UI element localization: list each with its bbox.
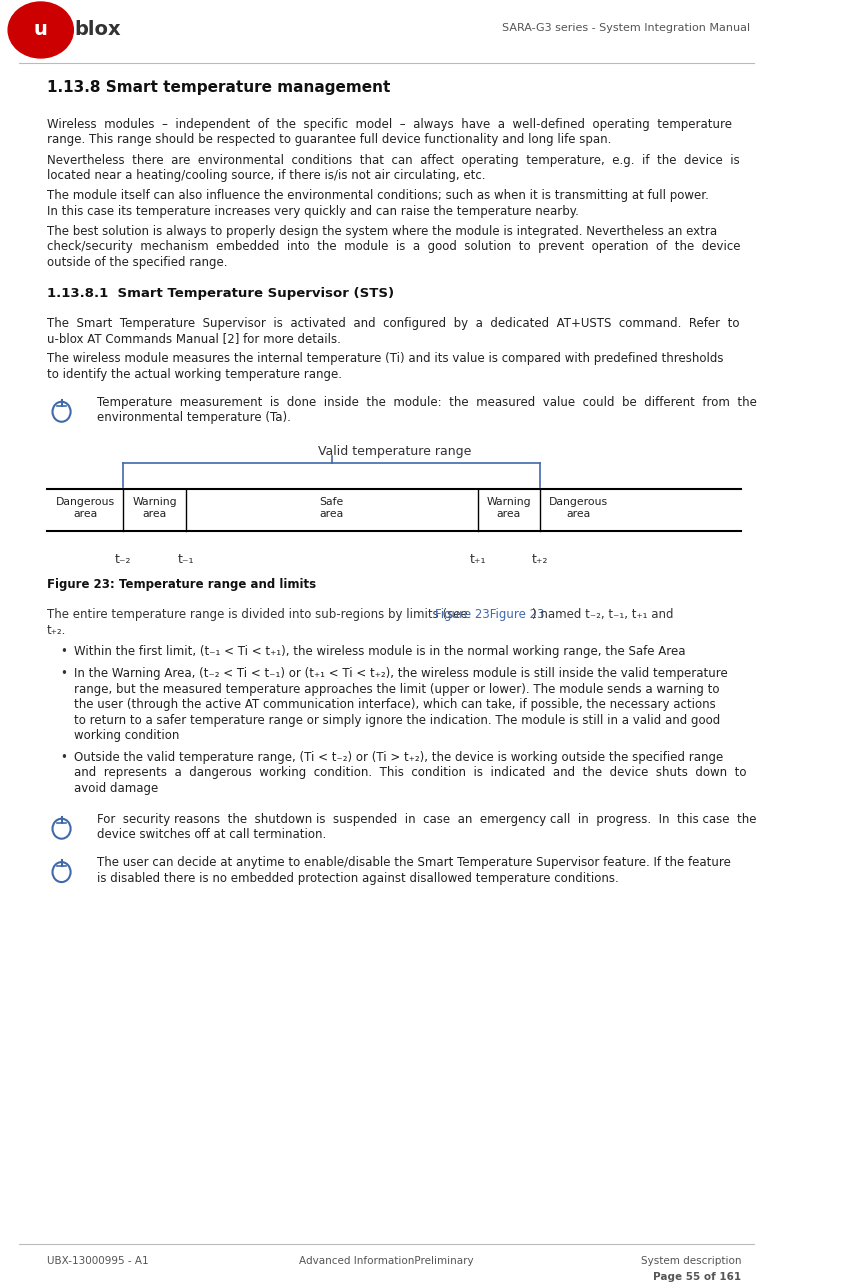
Text: located near a heating/cooling source, if there is/is not air circulating, etc.: located near a heating/cooling source, i… (47, 170, 485, 182)
Text: The best solution is always to properly design the system where the module is in: The best solution is always to properly … (47, 225, 717, 238)
Text: to identify the actual working temperature range.: to identify the actual working temperatu… (47, 368, 342, 380)
Ellipse shape (9, 3, 73, 58)
Text: outside of the specified range.: outside of the specified range. (47, 256, 227, 269)
Text: and  represents  a  dangerous  working  condition.  This  condition  is  indicat: and represents a dangerous working condi… (74, 766, 746, 779)
Text: SARA-G3 series - System Integration Manual: SARA-G3 series - System Integration Manu… (502, 23, 750, 33)
Text: Safe
area: Safe area (319, 497, 344, 519)
Text: System description: System description (640, 1257, 740, 1266)
Text: t₋₁: t₋₁ (177, 554, 194, 567)
Text: t₊₂: t₊₂ (531, 554, 548, 567)
Text: is disabled there is no embedded protection against disallowed temperature condi: is disabled there is no embedded protect… (96, 871, 618, 884)
Text: The entire temperature range is divided into sub-regions by limits (see: The entire temperature range is divided … (47, 608, 471, 621)
Text: The  Smart  Temperature  Supervisor  is  activated  and  configured  by  a  dedi: The Smart Temperature Supervisor is acti… (47, 317, 739, 330)
Text: t₋₂: t₋₂ (115, 554, 131, 567)
Text: Nevertheless  there  are  environmental  conditions  that  can  affect  operatin: Nevertheless there are environmental con… (47, 154, 739, 167)
Text: For  security reasons  the  shutdown is  suspended  in  case  an  emergency call: For security reasons the shutdown is sus… (96, 812, 756, 826)
Text: In this case its temperature increases very quickly and can raise the temperatur: In this case its temperature increases v… (47, 204, 578, 217)
Text: range. This range should be respected to guarantee full device functionality and: range. This range should be respected to… (47, 134, 611, 146)
Text: Within the first limit, (t₋₁ < Ti < t₊₁), the wireless module is in the normal w: Within the first limit, (t₋₁ < Ti < t₊₁)… (74, 645, 685, 658)
Text: t₊₂.: t₊₂. (47, 623, 67, 637)
Text: t₊₁: t₊₁ (469, 554, 485, 567)
Text: to return to a safer temperature range or simply ignore the indication. The modu: to return to a safer temperature range o… (74, 713, 720, 726)
Text: Dangerous
area: Dangerous area (548, 497, 607, 519)
Text: The module itself can also influence the environmental conditions; such as when : The module itself can also influence the… (47, 189, 708, 202)
Text: avoid damage: avoid damage (74, 781, 159, 794)
Text: u-blox AT Commands Manual [2] for more details.: u-blox AT Commands Manual [2] for more d… (47, 333, 340, 346)
Text: Figure 23: Temperature range and limits: Figure 23: Temperature range and limits (47, 578, 316, 591)
Text: Page 55 of 161: Page 55 of 161 (653, 1272, 740, 1282)
Text: check/security  mechanism  embedded  into  the  module  is  a  good  solution  t: check/security mechanism embedded into t… (47, 240, 740, 253)
Text: device switches off at call termination.: device switches off at call termination. (96, 829, 326, 842)
Text: environmental temperature (Ta).: environmental temperature (Ta). (96, 411, 290, 424)
Text: Wireless  modules  –  independent  of  the  specific  model  –  always  have  a : Wireless modules – independent of the sp… (47, 118, 731, 131)
Text: •: • (61, 645, 67, 658)
Text: the user (through the active AT communication interface), which can take, if pos: the user (through the active AT communic… (74, 698, 715, 711)
Text: blox: blox (74, 21, 121, 39)
Text: The wireless module measures the internal temperature (Ti) and its value is comp: The wireless module measures the interna… (47, 352, 722, 365)
Text: Warning
area: Warning area (132, 497, 177, 519)
Text: In the Warning Area, (t₋₂ < Ti < t₋₁) or (t₊₁ < Ti < t₊₂), the wireless module i: In the Warning Area, (t₋₂ < Ti < t₋₁) or… (74, 667, 727, 680)
Text: Temperature  measurement  is  done  inside  the  module:  the  measured  value  : Temperature measurement is done inside t… (96, 396, 756, 409)
Text: u: u (34, 21, 48, 39)
Text: ) named t₋₂, t₋₁, t₊₁ and: ) named t₋₂, t₋₁, t₊₁ and (531, 608, 672, 621)
Text: 1.13.8.1  Smart Temperature Supervisor (STS): 1.13.8.1 Smart Temperature Supervisor (S… (47, 287, 394, 299)
Text: •: • (61, 667, 67, 680)
Text: •: • (61, 750, 67, 763)
Text: working condition: working condition (74, 729, 179, 741)
Text: The user can decide at anytime to enable/disable the Smart Temperature Superviso: The user can decide at anytime to enable… (96, 856, 730, 869)
Text: Advanced InformationPreliminary: Advanced InformationPreliminary (299, 1257, 473, 1266)
Text: 1.13.8 Smart temperature management: 1.13.8 Smart temperature management (47, 80, 390, 95)
Text: Warning
area: Warning area (486, 497, 531, 519)
Text: Outside the valid temperature range, (Ti < t₋₂) or (Ti > t₊₂), the device is wor: Outside the valid temperature range, (Ti… (74, 750, 722, 763)
Text: Dangerous
area: Dangerous area (55, 497, 114, 519)
Text: Figure 23Figure 23: Figure 23Figure 23 (434, 608, 543, 621)
Text: Valid temperature range: Valid temperature range (317, 446, 470, 459)
Text: range, but the measured temperature approaches the limit (upper or lower). The m: range, but the measured temperature appr… (74, 682, 719, 695)
Text: UBX-13000995 - A1: UBX-13000995 - A1 (47, 1257, 148, 1266)
